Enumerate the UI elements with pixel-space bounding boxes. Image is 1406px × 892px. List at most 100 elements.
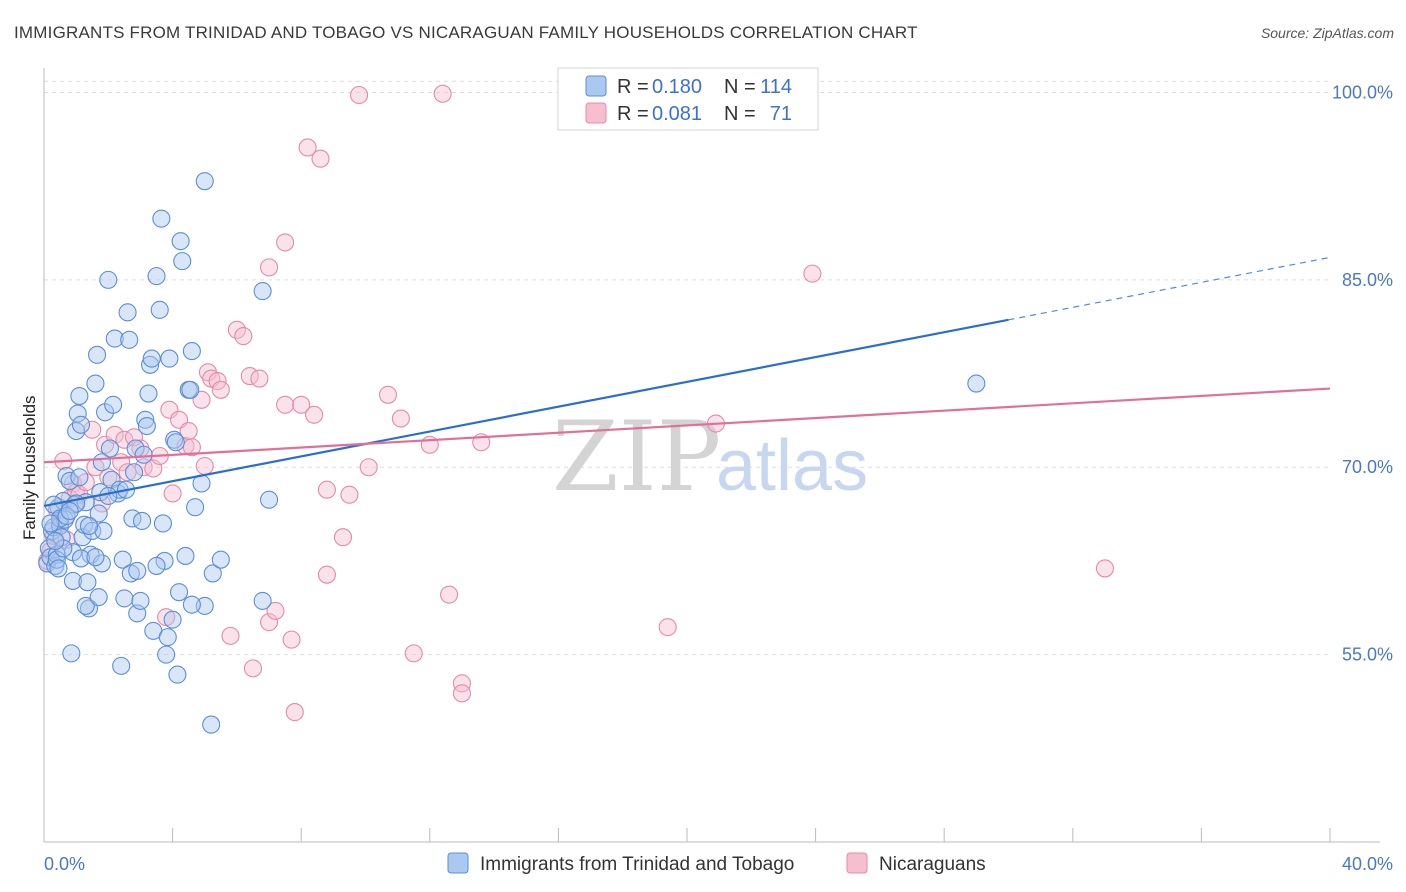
trinidad-point-99 <box>92 453 111 472</box>
y-tick-label-1: 70.0% <box>1342 457 1393 477</box>
legend-r-label-2: R = <box>617 103 649 125</box>
nicaraguans-point-43 <box>243 659 263 678</box>
trinidad-point-105 <box>46 531 65 550</box>
nicaraguans-point-52 <box>292 395 311 414</box>
nicaraguans-point-56 <box>317 565 336 584</box>
legend-n-label-2: N = <box>724 103 756 125</box>
nicaraguans-point-64 <box>404 644 423 663</box>
trinidad-point-75 <box>173 252 192 271</box>
trinidad-point-55 <box>136 410 155 429</box>
nicaraguans-point-55 <box>311 149 330 168</box>
nicaraguans-point-34 <box>195 456 214 476</box>
trinidad-point-107 <box>89 588 108 607</box>
trinidad-point-74 <box>171 232 190 251</box>
nicaraguans-point-74 <box>803 264 822 283</box>
trinidad-point-42 <box>112 656 131 675</box>
y-axis-label: Family Households <box>20 395 39 540</box>
trinidad-point-79 <box>182 342 201 361</box>
legend-swatch-blue <box>585 75 607 97</box>
legend-swatch-pink <box>585 102 607 124</box>
trinidad-point-103 <box>57 506 76 526</box>
trinidad-point-106 <box>49 559 68 578</box>
trinidad-point-61 <box>147 267 166 286</box>
nicaraguans-point-67 <box>440 585 459 604</box>
trinidad-point-56 <box>137 416 156 436</box>
nicaraguans-point-53 <box>298 138 317 157</box>
trinidad-point-112 <box>60 501 79 521</box>
bottom-legend-swatch-pink <box>846 852 868 874</box>
trinidad-point-17 <box>67 421 86 441</box>
trinidad-point-63 <box>152 209 171 228</box>
trinidad-point-80 <box>186 498 205 517</box>
trinidad-point-15 <box>63 571 82 590</box>
nicaraguans-point-21 <box>124 428 144 447</box>
nicaraguans-point-12 <box>83 420 102 439</box>
trinidad-point-45 <box>118 303 137 322</box>
trinidad-point-76 <box>176 546 195 565</box>
nicaraguans-point-32 <box>182 438 201 457</box>
nicaraguans-point-49 <box>276 395 295 414</box>
x-tick-label-max: 40.0% <box>1342 854 1393 874</box>
legend: R = 0.180 N = 114 R = 0.081 N = 71 <box>557 67 819 131</box>
trinidad-point-14 <box>62 644 81 663</box>
nicaraguans-point-23 <box>134 458 153 477</box>
trinidad-point-67 <box>158 628 177 647</box>
legend-r-value-2: 0.081 <box>652 103 702 125</box>
nicaraguans-point-50 <box>282 630 301 649</box>
nicaraguans-point-57 <box>317 480 336 499</box>
nicaraguans-point-68 <box>452 674 472 693</box>
axes <box>43 68 1380 843</box>
series-trinidad-points <box>38 172 986 734</box>
nicaraguans-point-71 <box>658 618 677 637</box>
trinidad-point-85 <box>211 550 230 569</box>
nicaraguans-point-58 <box>333 528 353 547</box>
nicaraguans-point-27 <box>160 400 179 419</box>
trinidad-point-108 <box>128 561 147 580</box>
nicaraguans-point-54 <box>305 405 324 424</box>
trinidad-point-72 <box>168 665 187 684</box>
watermark-atlas: atlas <box>716 426 868 506</box>
bottom-legend-swatch-blue <box>447 852 469 874</box>
trinidad-point-43 <box>113 550 132 569</box>
trinidad-point-59 <box>142 349 161 368</box>
trinidad-point-44 <box>115 589 134 608</box>
y-tick-label-0: 55.0% <box>1342 645 1393 665</box>
trinidad-point-64 <box>153 514 173 533</box>
trinidad-point-66 <box>157 645 176 664</box>
trinidad-point-19 <box>70 386 89 406</box>
trinidad-point-46 <box>120 330 139 349</box>
legend-n-value-2: 71 <box>770 103 792 125</box>
trinidad-point-78 <box>181 380 200 399</box>
bottom-legend-label-2: Nicaraguans <box>879 854 986 875</box>
bottom-legend: Immigrants from Trinidad and Tobago Nica… <box>447 852 986 875</box>
nicaraguans-point-60 <box>350 85 369 105</box>
nicaraguans-point-47 <box>266 601 285 620</box>
trinidad-point-28 <box>86 374 105 393</box>
nicaraguans-point-38 <box>211 380 230 399</box>
trinidad-point-57 <box>139 384 158 403</box>
legend-n-label-1: N = <box>724 76 756 98</box>
trinidad-point-104 <box>70 468 89 487</box>
nicaraguans-point-33 <box>192 390 211 409</box>
nicaraguans-point-45 <box>259 613 279 632</box>
trinidad-point-54 <box>134 445 153 464</box>
trinidad-point-84 <box>203 564 222 583</box>
trinidad-point-111 <box>967 374 986 393</box>
trinidad-point-94 <box>71 549 91 568</box>
nicaraguans-trend-line <box>43 387 1331 464</box>
trinidad-trend-line <box>43 318 1009 508</box>
trinidad-trend-extension <box>1008 256 1331 321</box>
trinidad-point-68 <box>160 349 179 368</box>
trinidad-point-100 <box>99 486 118 506</box>
trinidad-point-82 <box>195 172 214 191</box>
watermark-zip: ZIP <box>552 401 721 513</box>
nicaraguans-point-62 <box>378 385 398 404</box>
trinidad-point-58 <box>141 355 160 374</box>
trinidad-point-89 <box>259 490 279 509</box>
trinidad-point-13 <box>60 471 79 491</box>
trinidad-point-71 <box>166 433 185 452</box>
nicaraguans-point-59 <box>340 485 359 504</box>
trinidad-point-36 <box>100 439 119 458</box>
trinidad-point-49 <box>124 463 144 482</box>
chart-title: IMMIGRANTS FROM TRINIDAD AND TOBAGO VS N… <box>14 23 918 42</box>
